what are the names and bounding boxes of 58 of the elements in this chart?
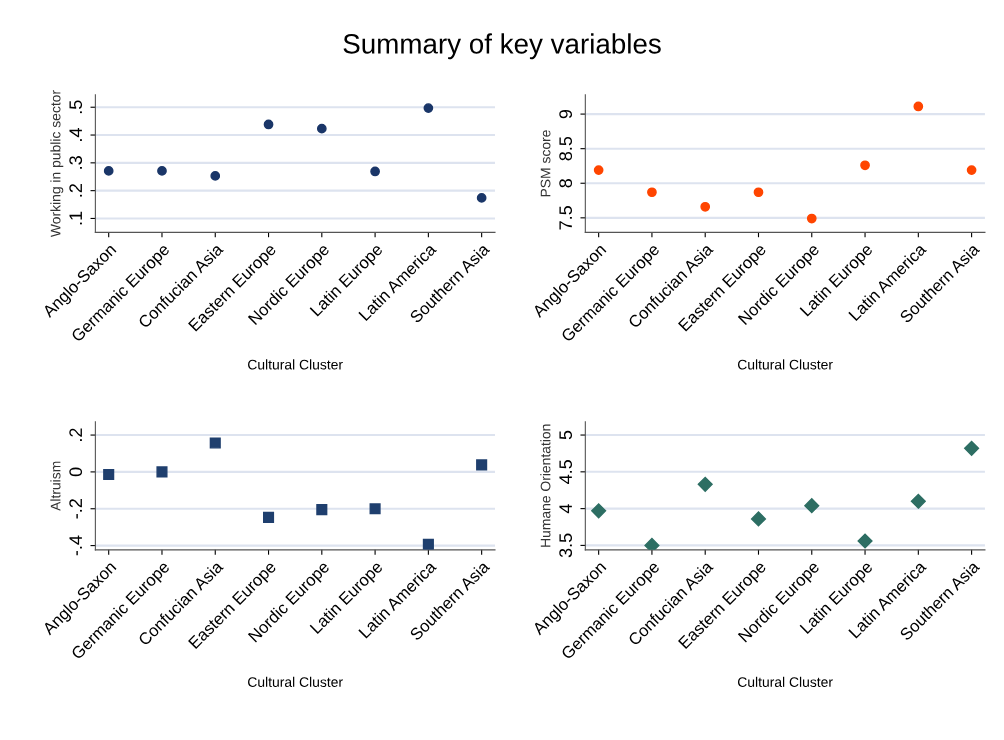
y-tick-label: 7.5 xyxy=(559,206,573,230)
x-axis-title: Cultural Cluster xyxy=(248,676,343,687)
y-tick-label: -.4 xyxy=(69,535,82,556)
y-axis-title: Humane Orientation xyxy=(540,424,551,547)
point xyxy=(103,468,115,481)
point xyxy=(593,165,604,175)
y-tick-label: 8.5 xyxy=(559,136,573,161)
y-tick-label: 4 xyxy=(559,504,572,514)
y-tick-label: 3.5 xyxy=(559,533,573,558)
x-axis-title: Cultural Cluster xyxy=(737,359,833,370)
point xyxy=(422,538,434,550)
point xyxy=(157,166,167,176)
point xyxy=(804,498,820,514)
point xyxy=(476,459,488,471)
point xyxy=(966,165,977,175)
y-tick-label: .2 xyxy=(69,428,82,441)
y-tick-label: .5 xyxy=(69,100,83,114)
y-axis-title: Working in public sector xyxy=(50,90,64,238)
point xyxy=(857,533,873,549)
y-axis-title: PSM score xyxy=(540,130,551,197)
x-axis-title: Cultural Cluster xyxy=(737,676,833,687)
point xyxy=(591,503,607,519)
point xyxy=(860,160,870,171)
y-tick-label: .4 xyxy=(69,128,82,141)
y-tick-label: .2 xyxy=(69,184,82,197)
point xyxy=(700,201,711,212)
point xyxy=(697,476,713,492)
y-tick-label: 5 xyxy=(559,430,573,440)
x-axis-title: Cultural Cluster xyxy=(248,359,343,370)
point xyxy=(316,504,328,516)
point xyxy=(476,193,487,203)
point xyxy=(369,503,381,515)
y-tick-label: 8 xyxy=(559,179,573,188)
y-tick-label: -.2 xyxy=(69,499,82,519)
point xyxy=(316,123,327,134)
point xyxy=(750,511,767,527)
chart-title: Summary of key variables xyxy=(343,33,661,60)
point xyxy=(644,537,660,550)
y-tick-label: 9 xyxy=(559,109,573,119)
point xyxy=(964,440,980,456)
point xyxy=(370,166,380,177)
point xyxy=(103,166,114,176)
point xyxy=(913,101,924,112)
y-tick-label: .1 xyxy=(69,211,82,225)
point xyxy=(209,437,221,449)
point xyxy=(910,493,926,509)
point xyxy=(263,119,274,130)
point xyxy=(647,187,657,198)
y-axis-title: Altruism xyxy=(50,461,61,511)
point xyxy=(210,171,221,181)
point xyxy=(753,187,764,198)
point xyxy=(806,213,817,224)
y-tick-label: 4.5 xyxy=(559,460,573,484)
point xyxy=(423,103,434,113)
y-tick-label: .3 xyxy=(69,156,83,169)
y-tick-label: 0 xyxy=(69,467,83,477)
point xyxy=(156,466,168,478)
point xyxy=(262,511,275,523)
